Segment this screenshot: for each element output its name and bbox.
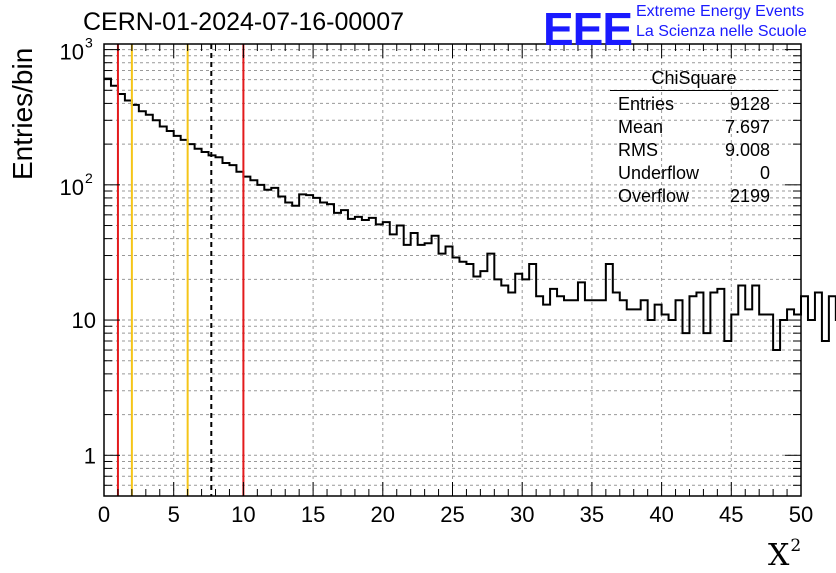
x-tick-label: 20 [371, 502, 395, 527]
chart-title: CERN-01-2024-07-16-00007 [83, 8, 405, 36]
x-tick-label: 35 [580, 502, 604, 527]
stats-value: 9128 [729, 94, 770, 114]
y-tick-label-exponent: 3 [85, 35, 93, 51]
stats-value: 2199 [729, 186, 770, 206]
stats-label: Underflow [618, 163, 700, 183]
logo-tagline-1: Extreme Energy Events [636, 3, 805, 20]
x-tick-label: 45 [719, 502, 743, 527]
stats-label: Entries [618, 94, 675, 114]
eee-logo: EEE [543, 3, 633, 55]
stats-row-entries: Entries 9128 [610, 93, 778, 116]
x-tick-label: 5 [168, 502, 180, 527]
y-tick-label: 1 [84, 443, 96, 468]
x-tick-label: 25 [440, 502, 464, 527]
stats-value: 9.008 [724, 140, 770, 160]
x-tick-label: 15 [301, 502, 325, 527]
stats-label: Mean [618, 117, 664, 137]
y-axis-label: Entries/bin [7, 47, 38, 180]
x-tick-label: 10 [231, 502, 255, 527]
x-axis-label-base: X [768, 538, 790, 573]
stats-value: 0 [759, 163, 770, 183]
x-tick-label: 30 [510, 502, 534, 527]
x-tick-label: 50 [789, 502, 813, 527]
histogram-series [104, 77, 836, 352]
y-tick-label: 10 [72, 308, 96, 333]
stats-row-underflow: Underflow 0 [610, 162, 778, 185]
x-tick-label: 40 [649, 502, 673, 527]
logo-tagline-2: La Scienza nelle Scuole [636, 23, 807, 40]
stats-title: ChiSquare [610, 68, 778, 91]
stats-row-mean: Mean 7.697 [610, 116, 778, 139]
x-tick-label: 0 [98, 502, 110, 527]
x-axis-label: X2 [768, 536, 801, 573]
y-tick-label: 10 [60, 175, 84, 200]
stats-value: 7.697 [724, 117, 770, 137]
stats-row-rms: RMS 9.008 [610, 139, 778, 162]
x-axis-label-exponent: 2 [790, 536, 802, 556]
stats-box: ChiSquare Entries 9128 Mean 7.697 RMS 9.008… [610, 68, 778, 208]
y-tick-label-exponent: 2 [85, 170, 93, 186]
y-tick-label: 10 [60, 40, 84, 65]
stats-label: Overflow [618, 186, 690, 206]
stats-label: RMS [618, 140, 658, 160]
stats-row-overflow: Overflow 2199 [610, 185, 778, 208]
